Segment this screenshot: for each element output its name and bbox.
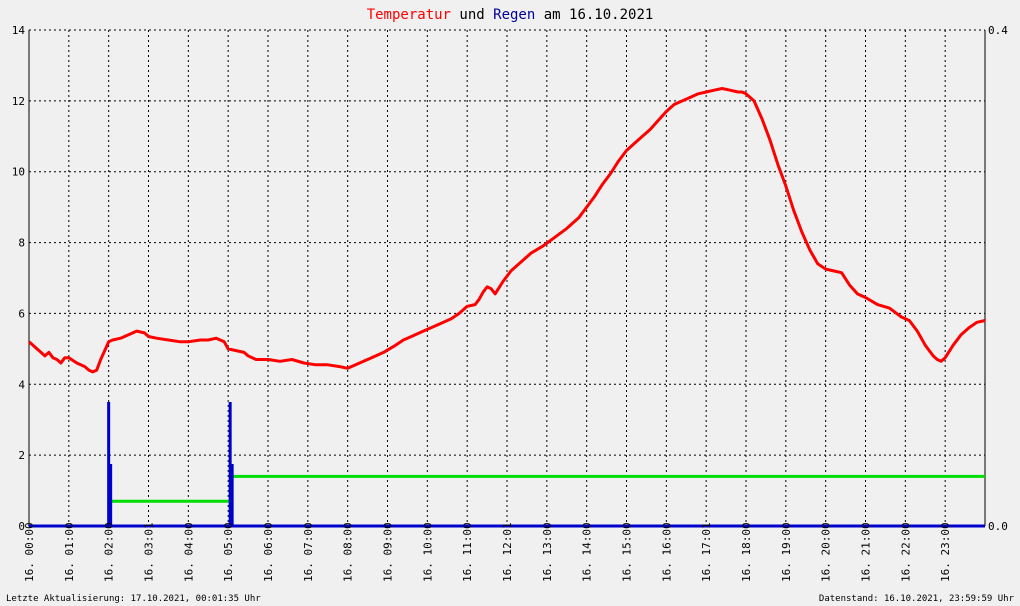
- x-tick-label: 16. 07:00: [302, 522, 315, 582]
- y-left-tick-label: 10: [12, 166, 25, 179]
- x-tick-label: 16. 09:00: [382, 522, 395, 582]
- chart-title: Temperatur und Regen am 16.10.2021: [367, 7, 654, 23]
- x-tick-label: 16. 20:00: [820, 522, 833, 582]
- x-tick-label: 16. 21:00: [860, 522, 873, 582]
- x-tick-label: 16. 13:00: [541, 522, 554, 582]
- x-tick-label: 16. 08:00: [342, 522, 355, 582]
- x-tick-label: 16. 01:00: [63, 522, 76, 582]
- plot-frame: [28, 29, 986, 526]
- y-right-tick-label: 0.4: [988, 24, 1008, 37]
- x-tick-label: 16. 23:00: [939, 522, 952, 582]
- y-axis-right: 0.0 0.4: [988, 24, 1008, 533]
- x-tick-label: 16. 03:01: [143, 522, 156, 582]
- x-tick-label: 16. 22:00: [899, 522, 912, 582]
- grid: [29, 30, 985, 526]
- x-axis: 16. 00:00 16. 01:00 16. 02:00 16. 03:01 16. …: [23, 522, 952, 582]
- y-left-tick-label: 6: [18, 307, 25, 320]
- x-tick-label: 16. 06:00: [262, 522, 275, 582]
- title-and: und: [451, 7, 493, 23]
- y-left-tick-label: 0: [18, 520, 25, 533]
- temperature-line: [28, 87, 986, 374]
- x-tick-label: 16. 11:00: [461, 522, 474, 582]
- x-tick-label: 16. 16:00: [660, 522, 673, 582]
- x-tick-label: 16. 19:00: [780, 522, 793, 582]
- y-left-tick-label: 8: [18, 237, 25, 250]
- footer-data-status: Datenstand: 16.10.2021, 23:59:59 Uhr: [819, 594, 1015, 604]
- y-axis-left: 0 2 4 6 8 10 12 14: [12, 24, 26, 533]
- x-tick-label: 16. 02:00: [103, 522, 116, 582]
- x-tick-label: 16. 14:00: [581, 522, 594, 582]
- x-tick-label: 16. 05:00: [222, 522, 235, 582]
- data-series: [28, 87, 986, 528]
- x-tick-label: 16. 00:00: [23, 522, 36, 582]
- title-date: am 16.10.2021: [535, 7, 653, 23]
- y-left-tick-label: 14: [12, 24, 26, 37]
- x-tick-label: 16. 18:00: [740, 522, 753, 582]
- x-tick-label: 16. 10:00: [421, 522, 434, 582]
- x-tick-label: 16. 17:01: [700, 522, 713, 582]
- y-left-tick-label: 2: [18, 449, 25, 462]
- title-temperature: Temperatur: [367, 7, 451, 23]
- footer-last-update: Letzte Aktualisierung: 17.10.2021, 00:01…: [6, 594, 261, 604]
- title-rain: Regen: [493, 7, 535, 23]
- y-left-tick-label: 12: [12, 95, 25, 108]
- y-left-tick-label: 4: [18, 378, 25, 391]
- y-right-tick-label: 0.0: [988, 520, 1008, 533]
- x-tick-label: 16. 04:00: [182, 522, 195, 582]
- x-tick-label: 16. 15:00: [621, 522, 634, 582]
- x-tick-label: 16. 12:01: [501, 522, 514, 582]
